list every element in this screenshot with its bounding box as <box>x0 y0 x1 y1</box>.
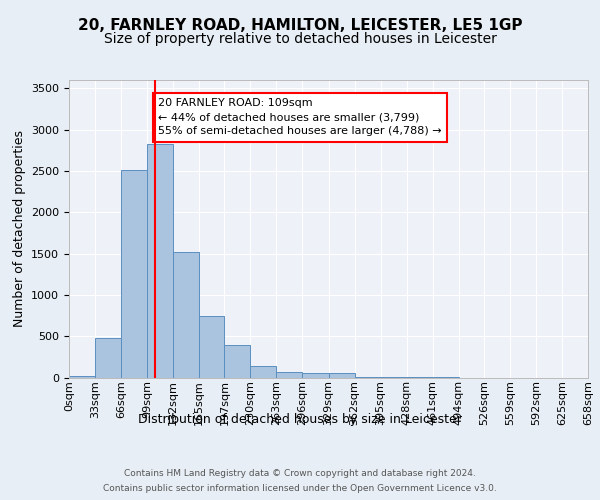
Bar <box>250 366 277 378</box>
Bar <box>95 338 121 378</box>
Bar <box>277 372 302 378</box>
Text: 20 FARNLEY ROAD: 109sqm
← 44% of detached houses are smaller (3,799)
55% of semi: 20 FARNLEY ROAD: 109sqm ← 44% of detache… <box>158 98 442 136</box>
Text: Contains public sector information licensed under the Open Government Licence v3: Contains public sector information licen… <box>103 484 497 493</box>
Text: Contains HM Land Registry data © Crown copyright and database right 2024.: Contains HM Land Registry data © Crown c… <box>124 469 476 478</box>
Bar <box>69 376 95 378</box>
Bar <box>147 144 173 378</box>
Y-axis label: Number of detached properties: Number of detached properties <box>13 130 26 327</box>
Bar <box>199 316 224 378</box>
Bar <box>173 252 199 378</box>
Bar <box>121 170 147 378</box>
Text: Size of property relative to detached houses in Leicester: Size of property relative to detached ho… <box>104 32 496 46</box>
Text: 20, FARNLEY ROAD, HAMILTON, LEICESTER, LE5 1GP: 20, FARNLEY ROAD, HAMILTON, LEICESTER, L… <box>78 18 522 32</box>
Bar <box>329 373 355 378</box>
Bar <box>302 373 329 378</box>
Bar <box>224 346 250 378</box>
Text: Distribution of detached houses by size in Leicester: Distribution of detached houses by size … <box>138 412 462 426</box>
